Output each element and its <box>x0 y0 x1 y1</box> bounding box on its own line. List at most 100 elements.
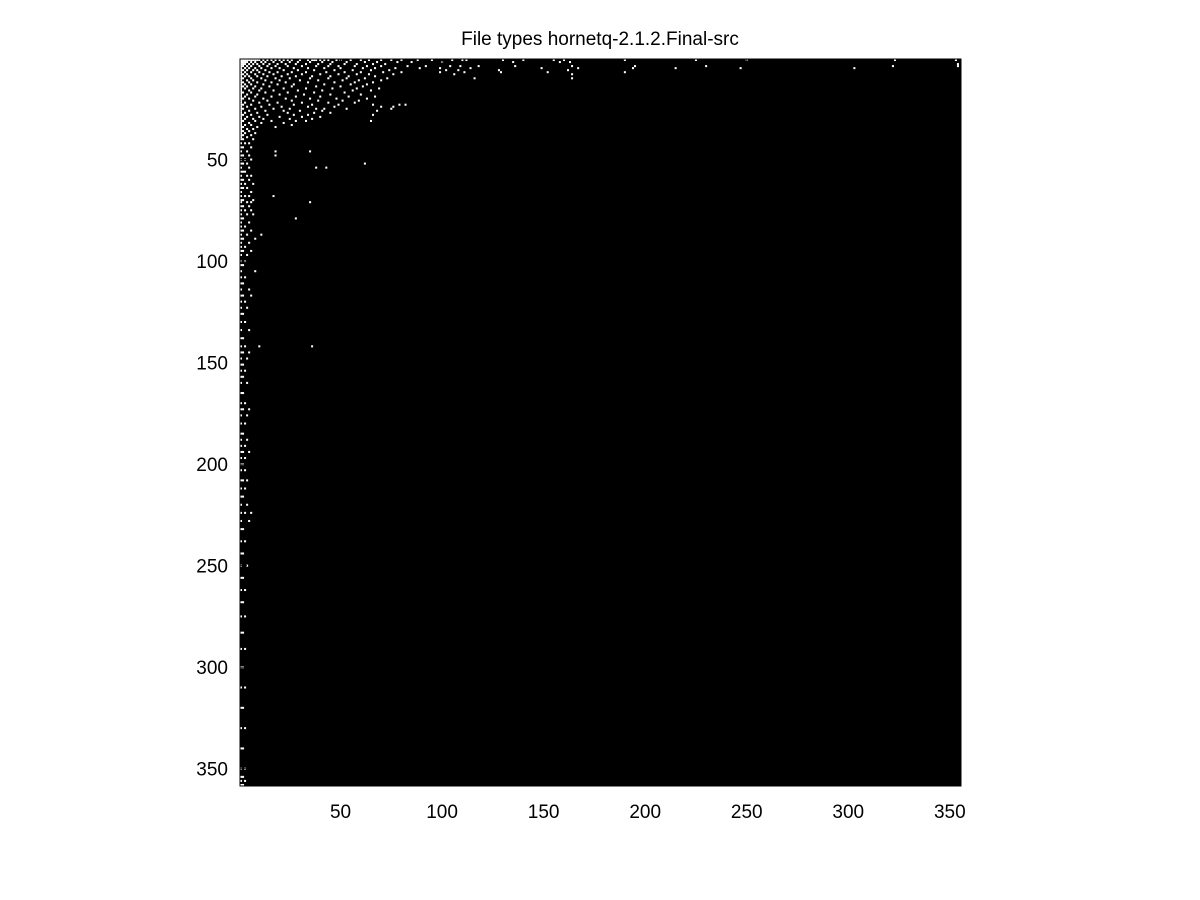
matrix-point <box>244 170 247 173</box>
matrix-point <box>240 154 243 157</box>
matrix-point <box>244 182 247 185</box>
matrix-point <box>577 67 580 70</box>
matrix-point <box>623 71 626 74</box>
matrix-point <box>424 65 427 68</box>
matrix-point <box>240 686 243 689</box>
matrix-point <box>270 119 273 122</box>
matrix-point <box>240 375 243 378</box>
x-tick-label: 250 <box>731 802 763 823</box>
matrix-point <box>327 77 330 80</box>
matrix-point <box>386 77 389 80</box>
matrix-point <box>254 73 257 76</box>
matrix-point <box>406 65 409 68</box>
matrix-point <box>244 469 247 472</box>
matrix-point <box>571 65 574 68</box>
matrix-point <box>333 81 336 84</box>
x-tick-label: 300 <box>832 802 864 823</box>
y-tick-label: 200 <box>196 455 228 476</box>
matrix-point <box>248 166 251 169</box>
matrix-point <box>367 73 370 76</box>
matrix-point <box>240 205 243 208</box>
matrix-point <box>240 487 243 490</box>
matrix-point <box>240 450 243 453</box>
matrix-point <box>284 63 287 66</box>
matrix-point <box>246 503 249 506</box>
matrix-point <box>268 71 271 74</box>
matrix-point <box>376 109 379 112</box>
matrix-point <box>246 381 249 384</box>
matrix-point <box>240 221 243 224</box>
matrix-point <box>853 67 856 70</box>
matrix-point <box>345 61 348 64</box>
matrix-point <box>321 109 324 112</box>
matrix-point <box>380 105 383 108</box>
matrix-point <box>256 111 259 114</box>
matrix-point <box>248 63 251 66</box>
matrix-point <box>268 85 271 88</box>
matrix-point <box>242 450 245 453</box>
matrix-point <box>262 83 265 86</box>
matrix-point <box>363 61 366 64</box>
matrix-point <box>240 128 243 131</box>
matrix-point <box>355 87 358 90</box>
matrix-point <box>244 647 247 650</box>
matrix-point <box>382 71 385 74</box>
matrix-point <box>288 77 291 80</box>
matrix-point <box>244 87 247 90</box>
matrix-point <box>240 519 243 522</box>
matrix-point <box>272 195 275 198</box>
matrix-point <box>250 249 253 252</box>
matrix-point <box>242 134 245 137</box>
matrix-point <box>242 479 245 482</box>
matrix-point <box>244 511 247 514</box>
matrix-point <box>240 706 243 709</box>
matrix-point <box>956 65 959 68</box>
matrix-point <box>240 130 243 133</box>
matrix-point <box>290 85 293 88</box>
matrix-point <box>250 59 253 62</box>
matrix-point <box>292 103 295 106</box>
matrix-point <box>244 457 247 460</box>
matrix-point <box>240 432 243 435</box>
matrix-point <box>240 209 243 212</box>
matrix-point <box>240 77 243 80</box>
matrix-point <box>349 83 352 86</box>
matrix-point <box>246 69 249 72</box>
matrix-point <box>242 217 245 220</box>
matrix-point <box>319 115 322 118</box>
matrix-point <box>240 81 243 84</box>
matrix-point <box>248 178 251 181</box>
matrix-point <box>242 59 245 62</box>
matrix-point <box>242 63 245 66</box>
matrix-point <box>315 166 318 169</box>
matrix-point <box>304 119 308 122</box>
matrix-point <box>240 414 243 417</box>
matrix-point <box>240 65 243 68</box>
matrix-point <box>388 69 391 72</box>
matrix-point <box>266 75 269 78</box>
matrix-point <box>250 209 253 212</box>
matrix-point <box>329 93 332 96</box>
matrix-point <box>367 59 370 62</box>
matrix-point <box>240 351 243 354</box>
matrix-point <box>240 779 243 782</box>
matrix-point <box>372 103 375 106</box>
matrix-point <box>244 245 247 248</box>
matrix-point <box>294 75 297 78</box>
matrix-point <box>242 747 245 750</box>
matrix-point <box>363 162 366 165</box>
matrix-point <box>240 270 243 273</box>
matrix-point <box>240 107 243 110</box>
matrix-point <box>258 59 261 62</box>
matrix-point <box>309 61 312 64</box>
matrix-point <box>242 783 245 786</box>
matrix-point <box>240 109 243 112</box>
matrix-point <box>262 97 265 100</box>
matrix-point <box>240 119 243 122</box>
matrix-point <box>331 61 334 64</box>
matrix-point <box>240 329 243 332</box>
matrix-point <box>309 201 312 204</box>
matrix-point <box>248 59 251 62</box>
matrix-point <box>260 121 263 124</box>
